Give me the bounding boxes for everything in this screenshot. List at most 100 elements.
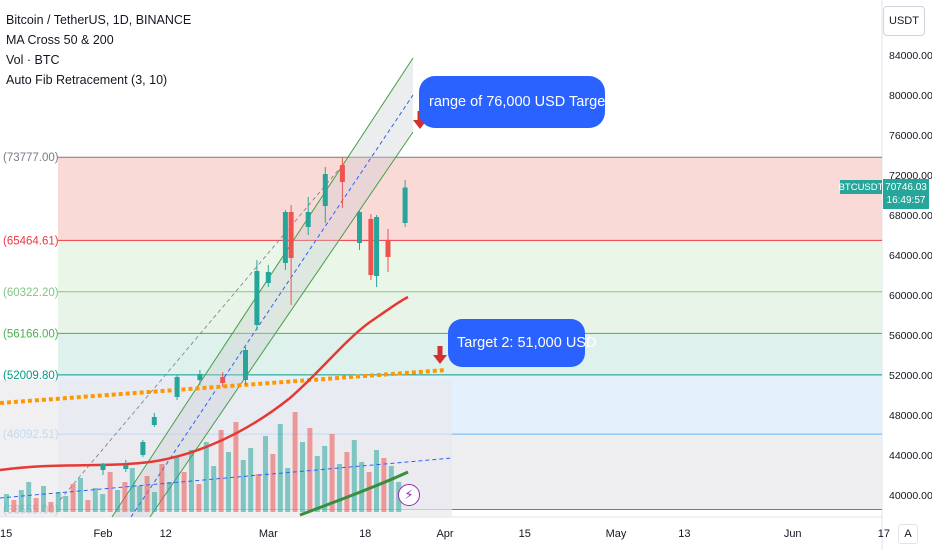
symbol-tag: BTCUSDT [838, 180, 884, 194]
volume-bar [381, 458, 387, 512]
fib-zone [58, 157, 882, 241]
volume-bar [248, 448, 254, 512]
candle-body [368, 219, 374, 275]
price-axis-label: 48000.00 [889, 410, 932, 422]
legend-title: Bitcoin / TetherUS, 1D, BINANCE [6, 13, 192, 27]
time-axis-label: 12 [160, 528, 172, 540]
time-axis-label: 17 [878, 528, 890, 540]
time-axis-label: May [606, 528, 627, 540]
candle-body [220, 377, 226, 383]
price-axis-label: 60000.00 [889, 290, 932, 302]
volume-bar [70, 484, 76, 512]
volume-bar [55, 492, 61, 512]
volume-bar [92, 488, 98, 512]
volume-bar [322, 446, 328, 512]
volume-bar [270, 454, 276, 512]
price-axis-label: 56000.00 [889, 330, 932, 342]
candle-body [374, 217, 380, 276]
current-price-value: 70746.03 [885, 182, 927, 193]
candle-body [243, 350, 248, 380]
volume-bar [255, 474, 261, 512]
candle-body [174, 377, 180, 397]
volume-bar [240, 460, 246, 512]
volume-bar [285, 468, 291, 512]
volume-bar [152, 492, 157, 512]
candle-body [140, 442, 146, 455]
candle-body [288, 212, 294, 258]
volume-bar [159, 464, 165, 512]
time-axis-label: Apr [436, 528, 453, 540]
target2-callout[interactable]: Target 2: 51,000 USD [448, 319, 596, 367]
volume-bar [115, 490, 120, 512]
price-axis-label: 84000.00 [889, 50, 932, 62]
currency-unit-button[interactable]: USDT [883, 6, 925, 36]
volume-bar [33, 498, 39, 512]
dashed-guide [59, 167, 341, 501]
candle-body [100, 464, 106, 470]
volume-bar [263, 436, 268, 512]
volume-bar [233, 422, 239, 512]
target2-arrow-head [433, 355, 447, 364]
time-axis-label: 15 [0, 528, 12, 540]
candle-body [123, 465, 129, 469]
time-axis-label: 18 [359, 528, 371, 540]
volume-bar [100, 494, 106, 512]
price-axis-label: 44000.00 [889, 450, 932, 462]
volume-bar [181, 472, 187, 512]
legend-volume[interactable]: Vol · BTC [6, 53, 60, 67]
candle-body [339, 165, 345, 182]
volume-bar [63, 496, 69, 512]
candle-body [322, 174, 328, 206]
volume-bar [11, 500, 17, 512]
fib-label: (56166.00) [3, 328, 59, 340]
candle-body [385, 240, 391, 257]
volume-bar [329, 434, 335, 512]
trend-line [0, 368, 447, 405]
fib-label: (65464.61) [3, 235, 59, 247]
volume-bar [78, 478, 83, 512]
volume-bar [218, 430, 224, 512]
candle-body [254, 271, 260, 325]
volume-bar [129, 468, 135, 512]
price-axis-label: 76000.00 [889, 130, 932, 142]
volume-dashed-line [0, 457, 453, 499]
ma50-line [0, 295, 409, 472]
volume-bar [137, 486, 143, 512]
time-axis-label: Feb [94, 528, 113, 540]
fib-label: (73777.00) [3, 152, 59, 164]
countdown-timer: 16:49:57 [886, 195, 926, 206]
volume-bar [107, 472, 113, 512]
volume-bar [166, 482, 172, 512]
price-axis-label: 40000.00 [889, 490, 932, 502]
candle-body [305, 212, 311, 227]
volume-bar [226, 452, 231, 512]
legend-auto-fib[interactable]: Auto Fib Retracement (3, 10) [6, 73, 168, 87]
channel-mid [130, 94, 414, 518]
target1-callout[interactable]: range of 76,000 USD Target 1 [419, 76, 621, 128]
volume-bar [18, 490, 24, 512]
volume-bar [211, 466, 217, 512]
volume-bar [351, 440, 357, 512]
volume-bar [366, 472, 372, 512]
volume-bar [41, 486, 46, 512]
lightning-icon[interactable]: ⚡ [398, 484, 420, 506]
candle-body [282, 212, 288, 263]
target2-arrow-shaft [437, 346, 443, 356]
price-axis-label: 80000.00 [889, 90, 932, 102]
fib-zone [58, 240, 882, 292]
volume-bar [4, 494, 9, 512]
time-axis-label: 15 [519, 528, 531, 540]
price-axis-label: 52000.00 [889, 370, 932, 382]
candle-body [402, 187, 408, 223]
volume-bar [307, 428, 313, 512]
volume-bar [388, 466, 394, 512]
volume-bar [122, 482, 128, 512]
volume-bar [144, 476, 150, 512]
legend-ma-cross[interactable]: MA Cross 50 & 200 [6, 33, 114, 47]
price-axis-label: 64000.00 [889, 250, 932, 262]
volume-bar [203, 442, 209, 512]
volume-bar [374, 450, 379, 512]
auto-scale-button[interactable]: A [898, 524, 918, 544]
chart-legend: Bitcoin / TetherUS, 1D, BINANCE MA Cross… [6, 10, 191, 90]
fib-label: (60322.20) [3, 287, 59, 299]
